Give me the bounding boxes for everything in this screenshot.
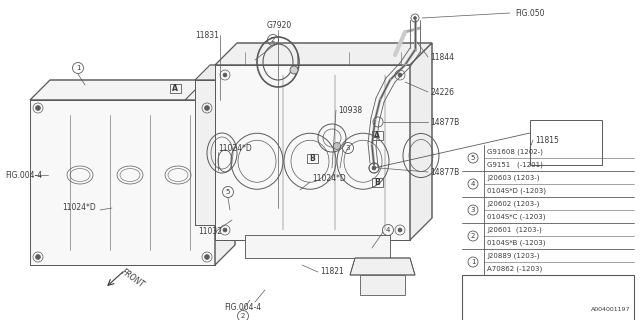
Text: 1: 1 [471,259,476,265]
Polygon shape [185,80,235,100]
Text: 11032: 11032 [198,228,222,236]
Text: 3: 3 [471,207,476,213]
Text: FIG.004-4: FIG.004-4 [225,303,262,313]
Circle shape [398,73,402,77]
Bar [371,131,383,140]
Polygon shape [215,105,235,215]
Text: 0104S*C (-1203): 0104S*C (-1203) [487,213,545,220]
Bar [371,178,383,187]
Text: 11821: 11821 [320,268,344,276]
Text: A004001197: A004001197 [591,307,630,312]
Circle shape [333,142,340,149]
Text: 14877B: 14877B [430,167,460,177]
Text: 0104S*D (-1203): 0104S*D (-1203) [487,187,546,194]
Polygon shape [410,43,432,240]
Text: J20601  (1203-): J20601 (1203-) [487,226,541,233]
Polygon shape [250,65,265,225]
Polygon shape [30,100,215,265]
Text: FIG.050: FIG.050 [515,9,545,18]
Text: 2: 2 [271,37,275,43]
Text: FIG.004-4: FIG.004-4 [5,171,42,180]
Text: G91608 (1202-): G91608 (1202-) [487,148,543,155]
Text: 11024*D: 11024*D [312,173,346,182]
Text: J20602 (1203-): J20602 (1203-) [487,200,540,207]
Text: 10938: 10938 [338,106,362,115]
Text: 24226: 24226 [430,87,454,97]
Text: A: A [172,84,178,92]
Text: B: B [309,154,315,163]
Polygon shape [195,80,250,225]
Circle shape [35,254,40,260]
Text: 1: 1 [76,65,80,71]
Circle shape [205,106,209,110]
Circle shape [413,17,417,20]
Text: 14877B: 14877B [430,117,460,126]
Polygon shape [30,80,235,100]
Bar [360,275,405,295]
Text: J20603 (1203-): J20603 (1203-) [487,174,540,181]
Text: A70862 (-1203): A70862 (-1203) [487,265,542,272]
Circle shape [398,228,402,232]
Text: 2: 2 [241,313,245,319]
Text: 4: 4 [471,181,475,187]
Text: 11844: 11844 [430,52,454,61]
Circle shape [372,166,376,170]
Text: 11831: 11831 [195,30,219,39]
Bar [530,120,602,165]
Circle shape [223,73,227,77]
Text: G9151   (-1201): G9151 (-1201) [487,161,543,168]
Polygon shape [350,258,415,275]
Bar [462,275,634,320]
Text: 11024*D: 11024*D [62,204,96,212]
Text: 3: 3 [346,145,350,151]
Circle shape [205,254,209,260]
Polygon shape [215,65,410,240]
Polygon shape [195,65,265,80]
Text: 2: 2 [471,233,475,239]
Text: FRONT: FRONT [120,267,147,289]
Text: 11815: 11815 [535,135,559,145]
Text: 5: 5 [471,155,475,161]
Circle shape [223,228,227,232]
Text: J20889 (1203-): J20889 (1203-) [487,252,540,259]
Bar [307,154,317,163]
Polygon shape [215,80,235,265]
Text: G7920: G7920 [267,20,292,29]
Text: B: B [374,178,380,187]
Text: 5: 5 [226,189,230,195]
Circle shape [35,106,40,110]
Text: 11024*D: 11024*D [218,143,252,153]
Polygon shape [215,43,432,65]
Text: A: A [374,131,380,140]
Bar [170,84,180,92]
Circle shape [290,66,298,74]
Text: 0104S*B (-1203): 0104S*B (-1203) [487,239,545,246]
Polygon shape [245,235,390,258]
Text: 4: 4 [386,227,390,233]
